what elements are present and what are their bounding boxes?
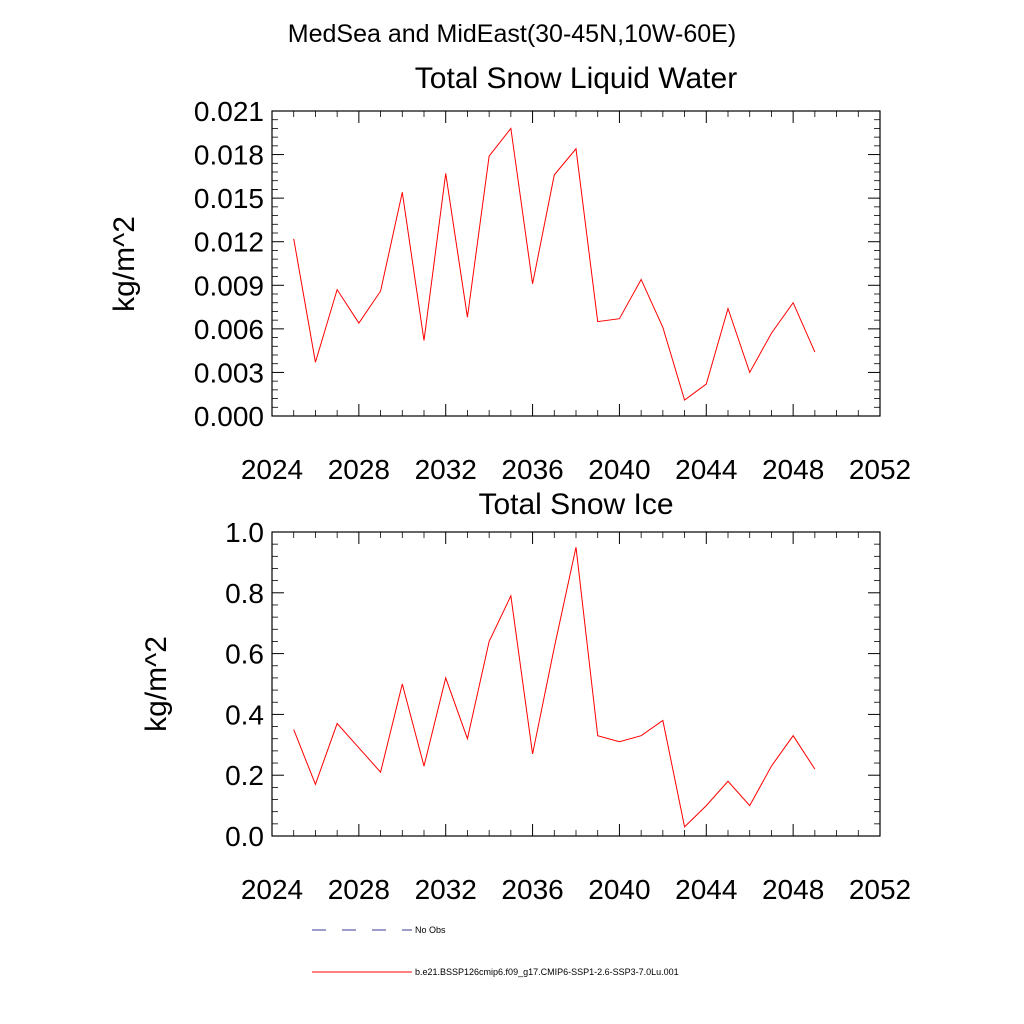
y-tick-label: 0.003 [194,357,264,388]
y-tick-label: 0.000 [194,401,264,432]
y-tick-label: 0.015 [194,183,264,214]
panel-snow-ice: Total Snow Ice kg/m^2 2024 2028 2032 2036 20… [140,488,911,905]
y-tick-label: 0.6 [225,639,264,670]
y-tick-label: 0.012 [194,227,264,258]
tick-group [271,110,881,417]
x-tick-label: 2032 [415,454,477,485]
x-tick-label: 2036 [501,454,563,485]
legend-label-model: b.e21.BSSP126cmip6.f09_g17.CMIP6-SSP1-2.… [415,967,679,977]
series-line [293,127,816,401]
x-tick-label: 2044 [675,454,737,485]
tick-group [271,531,881,837]
panel-snow-liquid-water: Total Snow Liquid Water kg/m^2 2024 2028 2… [108,62,911,485]
y-tick-label: 0.4 [225,699,264,730]
x-tick-label: 2048 [762,454,824,485]
series-group [293,547,816,828]
x-tick-label: 2028 [328,454,390,485]
y-tick-label: 0.8 [225,578,264,609]
y-tick-label: 1.0 [225,517,264,548]
chart-title: Total Snow Ice [478,488,673,521]
chart-title: Total Snow Liquid Water [415,62,737,95]
x-tick-label: 2024 [241,874,303,905]
y-tick-label: 0.018 [194,140,264,171]
y-axis-label: kg/m^2 [140,636,173,732]
y-tick-label: 0.2 [225,760,264,791]
x-tick-label: 2036 [501,874,563,905]
y-tick-label: 0.009 [194,270,264,301]
main-title: MedSea and MidEast(30-45N,10W-60E) [288,20,736,48]
legend: No Obs b.e21.BSSP126cmip6.f09_g17.CMIP6-… [312,925,679,977]
x-tick-label: 2024 [241,454,303,485]
x-tick-label: 2028 [328,874,390,905]
x-tick-label: 2040 [588,454,650,485]
x-tick-label: 2048 [762,874,824,905]
x-tick-label: 2052 [849,874,911,905]
legend-label-no-obs: No Obs [415,925,446,935]
x-tick-label: 2044 [675,874,737,905]
series-group [293,127,816,401]
x-tick-label: 2052 [849,454,911,485]
y-axis-label: kg/m^2 [108,216,141,312]
tick-label-group: 2024 2028 2032 2036 2040 2044 2048 2052 0.0 0.2 0.… [225,517,911,905]
series-line [293,547,816,828]
y-tick-label: 0.006 [194,314,264,345]
y-tick-label: 0.021 [194,96,264,127]
tick-label-group: 2024 2028 2032 2036 2040 2044 2048 2052 0.000 0.0… [194,96,911,485]
plot-frame [271,110,881,417]
y-tick-label: 0.0 [225,821,264,852]
x-tick-label: 2040 [588,874,650,905]
plot-frame [271,531,881,837]
x-tick-label: 2032 [415,874,477,905]
